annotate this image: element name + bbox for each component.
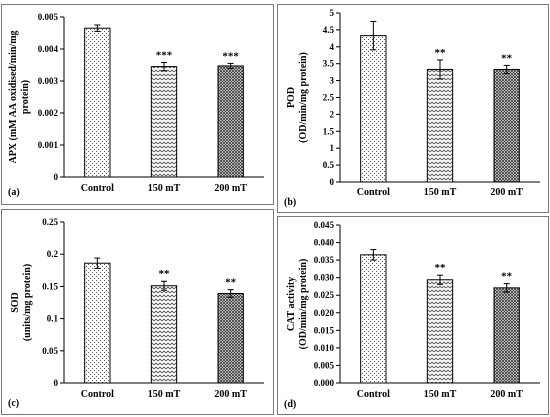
y-tick-label: 0.1 [47,314,59,324]
error-bar [437,59,443,80]
error-bar [503,283,510,293]
chart-panel-apx: 0 0.001 0.002 0.003 0.004 0.005 Control *** 150 … [1,4,274,205]
y-tick-label: 0 [54,172,59,182]
y-tick-label: 0.045 [314,220,335,230]
bar-150-mt [426,68,454,183]
significance-marker: *** [222,50,239,62]
significance-marker: ** [159,268,171,280]
y-tick-label: 0.2 [47,249,59,259]
y-tick-label: 5 [330,8,335,18]
x-category-label: Control [81,389,114,400]
error-bar [94,257,101,269]
y-tick-label: 0.003 [38,76,59,86]
error-bar [503,64,510,75]
bar-200-mt [493,68,520,183]
y-tick-label: 0.040 [314,238,335,248]
y-tick-label: 0.25 [42,217,58,227]
y-tick-label: 0.5 [323,160,335,170]
y-tick-label: 0.025 [314,290,335,300]
x-category-label: Control [81,183,114,194]
error-bar [370,249,377,261]
panel-label: (d) [284,399,296,410]
y-tick-label: 0.05 [42,346,58,356]
significance-marker: ** [225,277,237,289]
y-tick-label: 0.002 [38,108,59,118]
y-tick-label: 0.010 [314,343,335,353]
chart-panel-sod: 0 0.05 0.1 0.15 0.2 0.25 Control ** 150 mT ** 200 … [1,209,274,415]
x-category-label: Control [357,389,390,400]
y-tick-label: 2.5 [323,93,335,103]
chart-panel-cat: 0.000 0.005 0.010 0.015 0.020 0.025 0.030 0.035… [277,216,549,415]
y-tick-label: 3 [330,76,335,86]
y-tick-label: 0.030 [314,273,335,283]
y-tick-label: 4.5 [323,25,335,35]
panel-label: (b) [284,197,296,208]
x-category-label: 200 mT [490,389,523,400]
cat-chart-svg: 0.000 0.005 0.010 0.015 0.020 0.025 0.030 0.035… [284,220,540,410]
panel-label: (c) [8,398,19,409]
x-category-label: 200 mT [214,389,247,400]
bar-control [360,35,387,183]
x-category-label: 200 mT [490,187,523,198]
y-tick-label: 0.020 [314,308,335,318]
x-category-label: 200 mT [214,183,247,194]
y-tick-label: 3.5 [323,59,335,69]
y-axis-label: CAT activity(OD/min/mg protein) [286,259,309,350]
bar-150-mt [150,66,178,178]
y-tick-label: 0 [54,378,59,388]
y-tick-label: 0.005 [314,360,335,370]
x-category-label: 150 mT [148,389,181,400]
chart-panel-pod: 0 0.5 1 1.5 2 2.5 3 3.5 4 4.5 5 Control ** 150 mT ** 20… [277,4,549,213]
y-tick-label: 1.5 [323,126,335,136]
x-category-label: 150 mT [148,183,181,194]
y-tick-label: 2 [330,109,335,119]
bar-control [84,27,111,178]
panel-label: (a) [8,187,20,198]
significance-marker: ** [435,47,447,59]
x-category-label: 150 mT [424,187,457,198]
bar-200-mt [493,287,520,384]
significance-marker: ** [501,271,513,283]
error-bar [227,62,234,70]
y-tick-label: 0.005 [38,12,59,22]
y-axis-label: POD(OD/min/mg protein) [286,52,309,143]
significance-marker: *** [156,49,173,61]
bar-control [360,254,387,384]
error-bar [94,24,101,32]
y-tick-label: 0.004 [38,44,59,54]
y-tick-label: 4 [330,42,335,52]
y-tick-label: 1 [330,143,335,153]
y-tick-label: 0.015 [314,325,335,335]
y-tick-label: 0.001 [38,140,59,150]
x-category-label: Control [357,187,390,198]
x-category-label: 150 mT [424,389,457,400]
error-bar [370,20,377,51]
y-axis-label: SOD(units/mg protein) [10,264,33,341]
pod-chart-svg: 0 0.5 1 1.5 2 2.5 3 3.5 4 4.5 5 Control ** 150 mT ** 20… [284,8,540,208]
bar-200-mt [217,65,244,178]
significance-marker: ** [435,262,447,274]
error-bar [161,61,167,72]
bar-150-mt [150,285,178,384]
y-tick-label: 0 [330,177,335,187]
bar-control [84,262,111,384]
significance-marker: ** [501,52,513,64]
y-tick-label: 0.15 [42,281,58,291]
y-axis-label: APX (mM AA oxidised/min/mgprotein) [8,30,31,163]
error-bar [437,274,443,285]
apx-chart-svg: 0 0.001 0.002 0.003 0.004 0.005 Control *** 150 … [8,12,264,198]
bar-200-mt [217,292,244,384]
error-bar [227,289,234,298]
bar-150-mt [426,279,454,384]
error-bar [161,280,167,291]
y-tick-label: 0.000 [314,378,335,388]
sod-chart-svg: 0 0.05 0.1 0.15 0.2 0.25 Control ** 150 mT ** 200 … [8,217,264,409]
y-tick-label: 0.035 [314,255,335,265]
